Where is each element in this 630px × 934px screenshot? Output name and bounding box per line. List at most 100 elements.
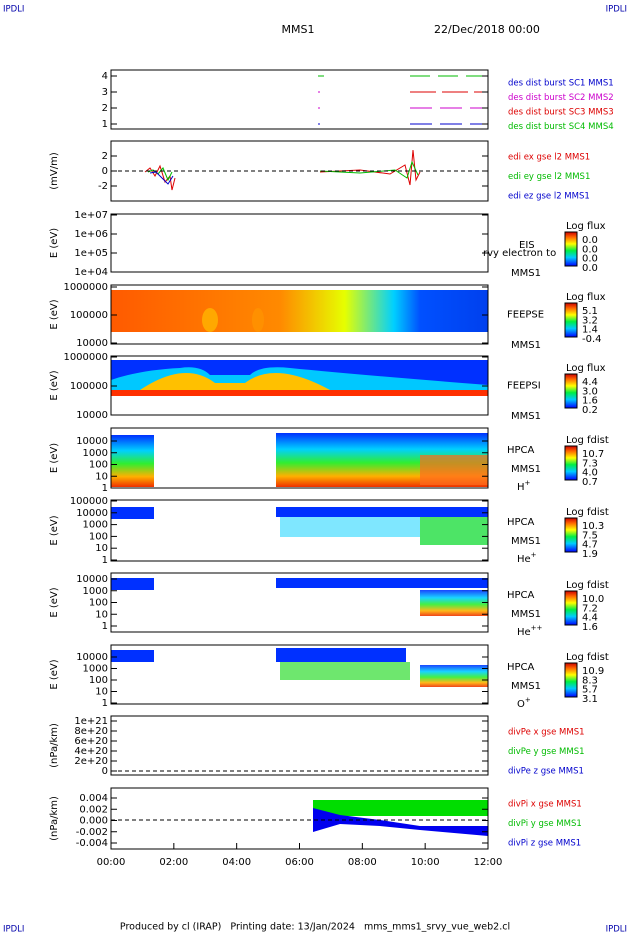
y-tick-label: 10: [95, 687, 108, 698]
legend-entry: des dist burst SC2 MMS2: [508, 93, 614, 103]
spacecraft: MMS1: [511, 464, 541, 475]
y-tick-label: 10000: [76, 338, 108, 349]
y-tick-label: 1000000: [63, 282, 108, 293]
y-tick-label: -0.004: [76, 838, 108, 849]
y-tick-label: 2e+20: [74, 756, 108, 767]
panel-frame: [110, 69, 489, 130]
y-axis-label: E (eV): [49, 515, 60, 545]
species-charge: +: [525, 479, 531, 487]
legend-entry: edi ex gse l2 MMS1: [508, 153, 590, 163]
x-tick-label: 10:00: [411, 857, 440, 868]
y-tick-label: 10000: [76, 410, 108, 421]
y-tick-label: 1000000: [63, 352, 108, 363]
x-tick-label: 04:00: [222, 857, 251, 868]
y-tick-label: 10000: [76, 436, 108, 447]
colorbar: [564, 445, 578, 481]
instrument: FEEPSE: [507, 310, 544, 321]
y-tick-label: 0.000: [79, 816, 108, 827]
y-axis-label: (nPa/km): [49, 723, 60, 768]
panel-frame: [110, 787, 489, 850]
y-tick-label: 100000: [70, 496, 108, 507]
y-tick-label: 1000: [83, 448, 108, 459]
y-axis-label: (nPa/km): [49, 796, 60, 841]
spacecraft: MMS1: [511, 340, 541, 351]
colorbar-label: 4.4: [582, 377, 598, 388]
y-tick-label: -0.002: [76, 827, 108, 838]
colorbar-label: 10.9: [582, 666, 604, 677]
y-tick-label: 1e+06: [74, 229, 108, 240]
legend-entry: divPe x gse MMS1: [508, 728, 585, 738]
legend-entry: divPi x gse MMS1: [508, 800, 582, 810]
y-tick-label: 3: [102, 87, 108, 98]
colorbar-label: 4.7: [582, 540, 598, 551]
colorbar-label: 0.7: [582, 477, 598, 488]
instrument: EIS: [519, 240, 535, 251]
colorbar-label: 1.6: [582, 622, 598, 633]
y-tick-label: 1e+07: [74, 210, 108, 221]
species-name: O: [517, 699, 525, 710]
colorbar-label: 7.3: [582, 458, 598, 469]
y-tick-label: 100: [89, 675, 108, 686]
colorbar-label: 3.0: [582, 386, 598, 397]
colorbar: [564, 517, 578, 553]
y-tick-label: -2: [98, 181, 108, 192]
species-charge: +: [525, 696, 531, 704]
spacecraft: MMS1: [511, 268, 541, 279]
spacecraft: MMS1: [511, 609, 541, 620]
colorbar-label: 0.0: [582, 235, 598, 246]
panel-frame: [110, 427, 489, 489]
legend-entry: edi ez gse l2 MMS1: [508, 192, 590, 202]
y-tick-label: 1: [102, 698, 108, 709]
y-tick-label: 6e+20: [74, 736, 108, 747]
instrument: HPCA: [507, 517, 535, 528]
legend-entry: des dist burst SC4 MMS4: [508, 122, 614, 132]
corner-label: IPDLI: [3, 925, 24, 934]
colorbar-label: 0.0: [582, 254, 598, 265]
colorbar: [564, 231, 578, 267]
panel-frame: [110, 644, 489, 705]
colorbar: [564, 662, 578, 698]
y-tick-label: 0: [102, 766, 108, 777]
instrument: FEEPSI: [507, 381, 541, 392]
colorbar-label: 1.9: [582, 549, 598, 560]
y-tick-label: 100: [89, 531, 108, 542]
y-axis-label: E (eV): [49, 370, 60, 400]
colorbar-label: 10.3: [582, 521, 604, 532]
spacecraft: MMS1: [511, 411, 541, 422]
colorbar-label: 10.0: [582, 594, 604, 605]
colorbar-title: Log flux: [566, 221, 606, 232]
legend-entry: des dist burst SC3 MMS3: [508, 108, 614, 118]
y-axis-label: E (eV): [49, 443, 60, 473]
x-tick-label: 00:00: [97, 857, 126, 868]
colorbar-label: 5.1: [582, 306, 598, 317]
x-tick-label: 02:00: [159, 857, 188, 868]
mission: MMS1: [282, 23, 315, 36]
colorbar-title: Log fdist: [566, 580, 609, 591]
colorbar-label: 7.2: [582, 603, 598, 614]
y-tick-label: 2: [102, 103, 108, 114]
colorbar: [564, 302, 578, 338]
colorbar-label: 3.2: [582, 315, 598, 326]
spacecraft: MMS1: [511, 681, 541, 692]
y-tick-label: 1: [102, 483, 108, 494]
species: O+: [517, 696, 531, 710]
y-tick-label: 100000: [70, 381, 108, 392]
colorbar-label: 0.2: [582, 405, 598, 416]
y-tick-label: 0: [102, 166, 108, 177]
legend-entry: divPe y gse MMS1: [508, 747, 585, 757]
legend-entry: des dist burst SC1 MMS1: [508, 79, 614, 89]
colorbar-label: 0.0: [582, 244, 598, 255]
colorbar-title: Log flux: [566, 292, 606, 303]
y-axis-label: E (eV): [49, 587, 60, 617]
panel-frame: [110, 213, 489, 273]
panel-frame: [110, 715, 489, 776]
y-tick-label: 1000: [83, 520, 108, 531]
y-axis-label: E (eV): [49, 659, 60, 689]
instrument: HPCA: [507, 445, 535, 456]
y-tick-label: 0.004: [79, 793, 108, 804]
corner-label: IPDLI: [606, 5, 627, 15]
species: H+: [517, 479, 531, 493]
x-tick-label: 12:00: [474, 857, 503, 868]
y-tick-label: 4: [102, 71, 108, 82]
